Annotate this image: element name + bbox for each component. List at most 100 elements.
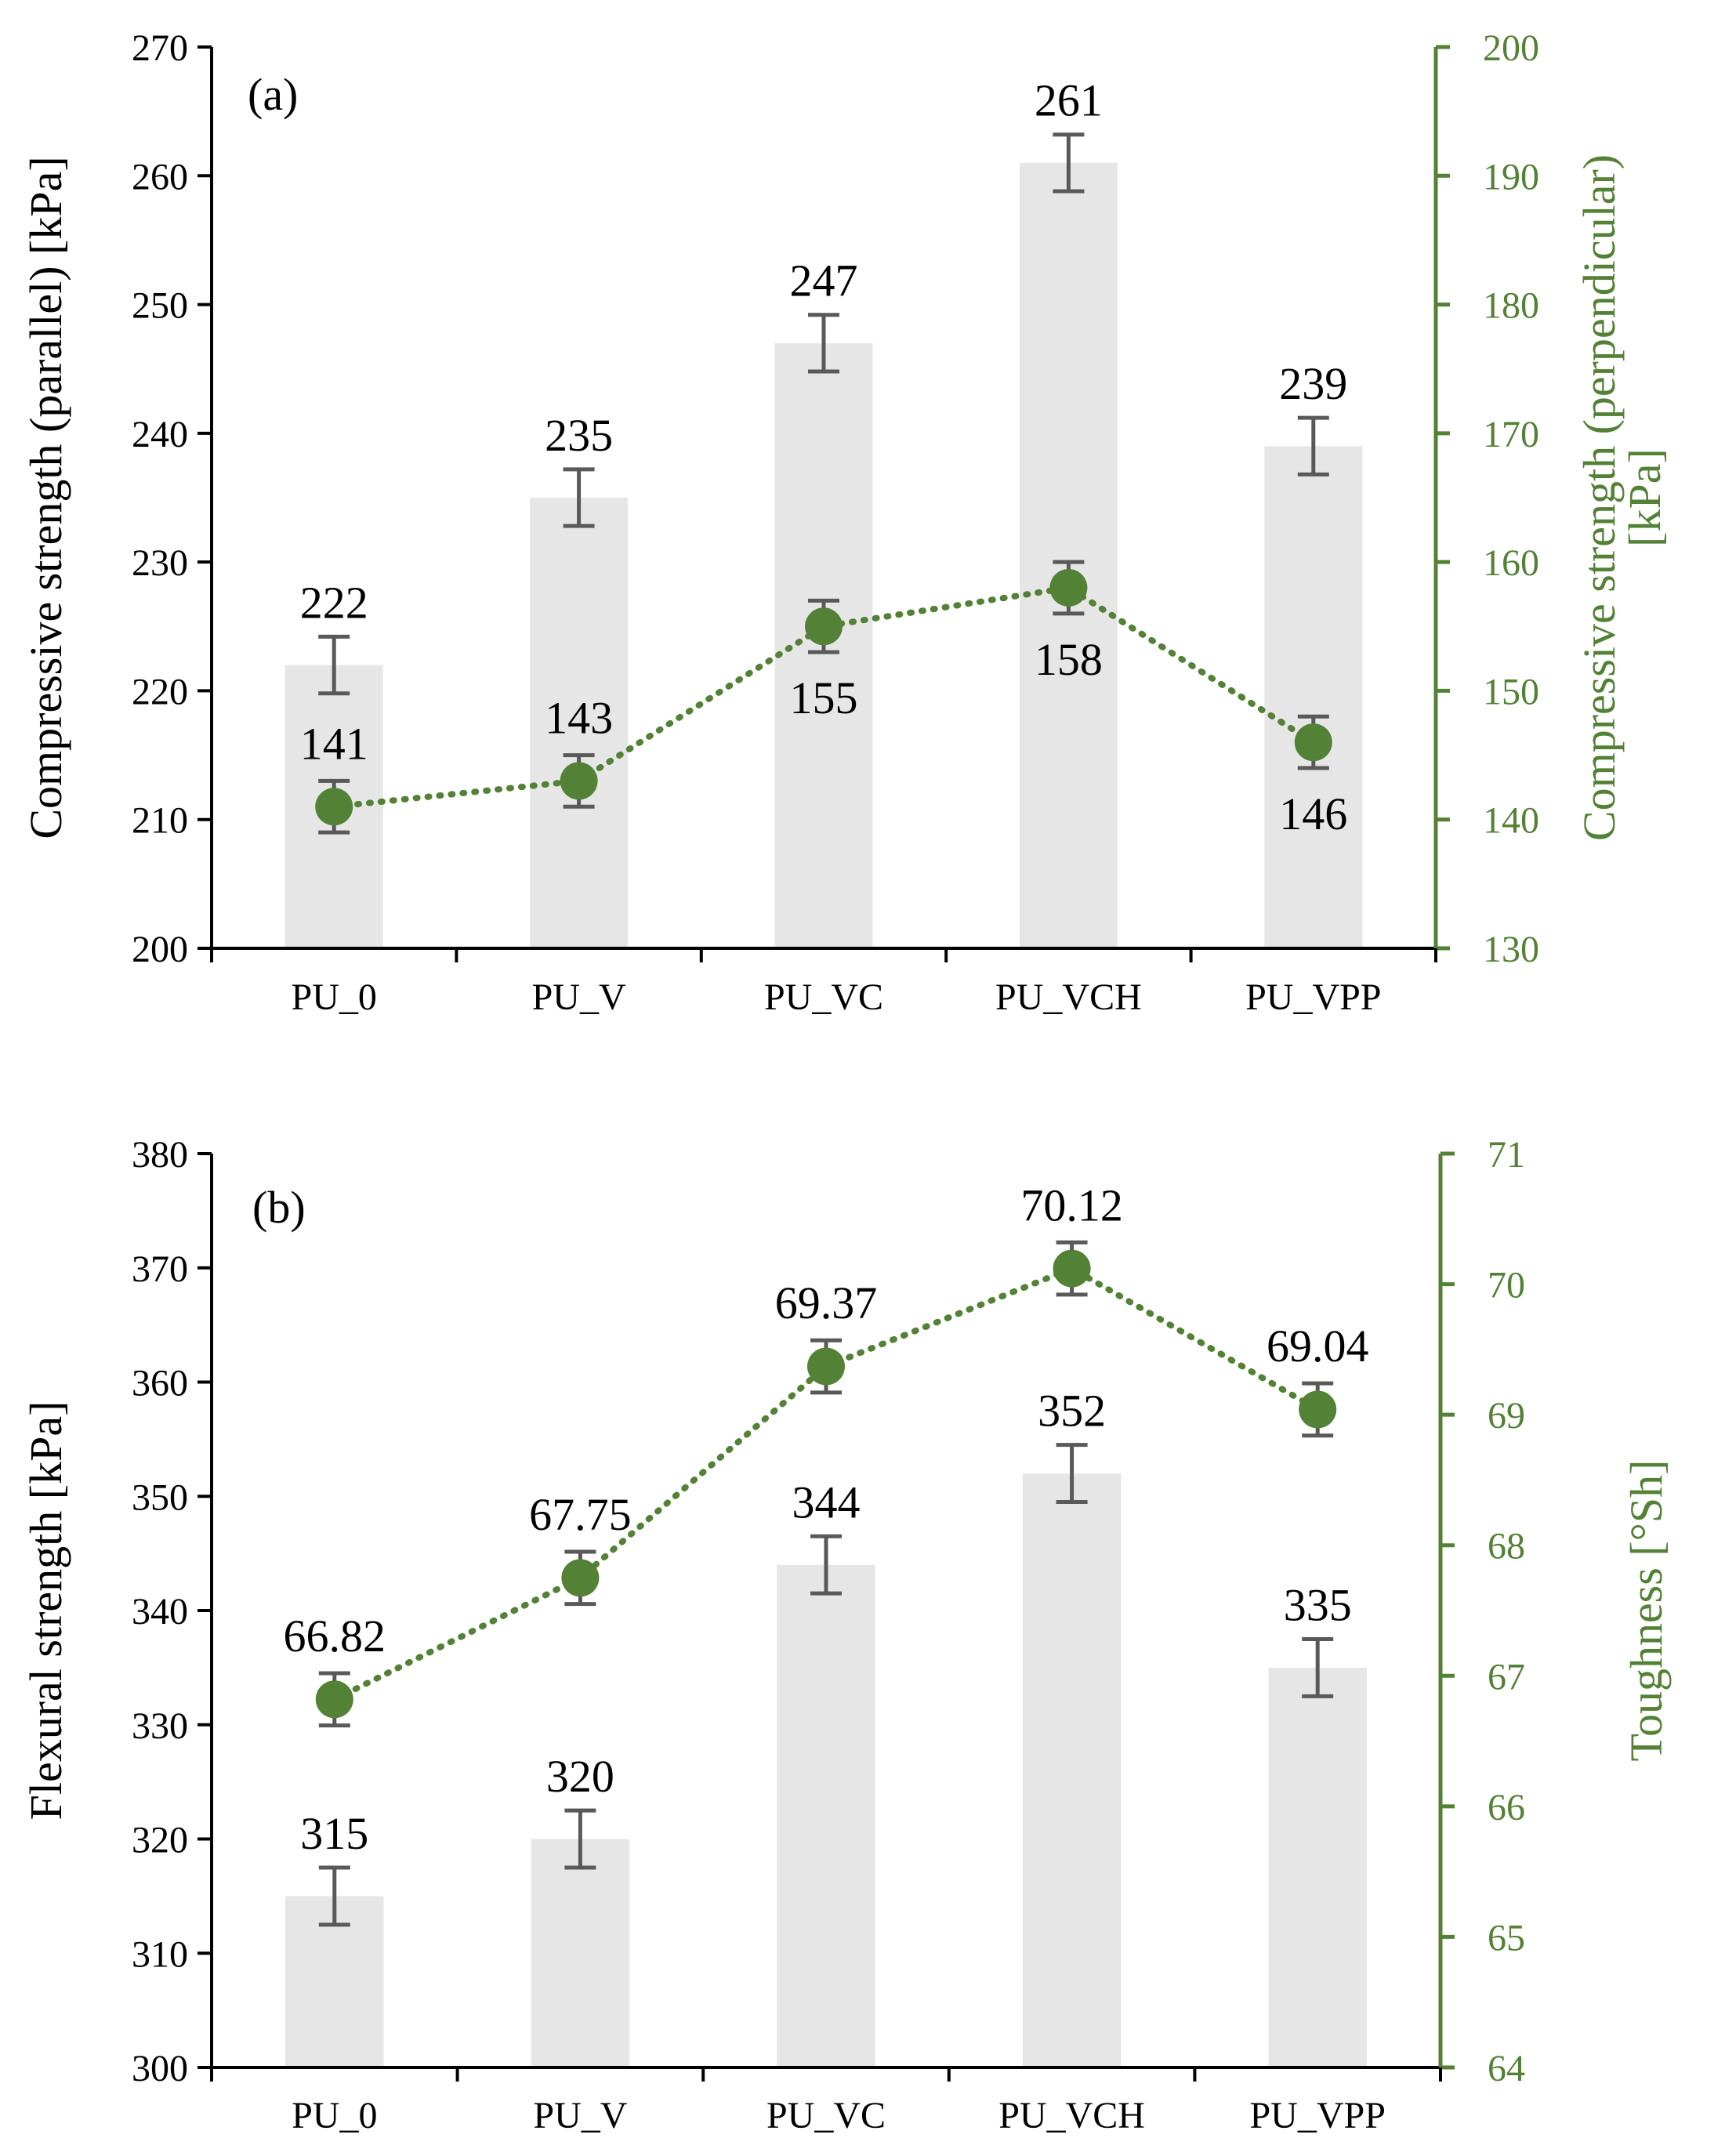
y2-tick-label: 200 (1483, 27, 1539, 69)
bar-error-bar (810, 1534, 842, 1596)
x-category-label: PU_0 (292, 977, 377, 1018)
y-tick-label: 360 (132, 1363, 188, 1404)
y-tick-label: 230 (132, 542, 188, 584)
y-tick-label: 270 (132, 27, 188, 69)
y2-tick-label: 170 (1483, 414, 1539, 455)
y2-tick-label: 71 (1488, 1134, 1525, 1176)
point-value-label: 69.37 (775, 1277, 878, 1328)
panel-b: 315 320 344 352 335 66.82 67.75 69.37 70.12 69.04… (20, 1134, 1672, 2136)
line-point-pu_vch (1053, 1249, 1091, 1288)
y2-axis-title: Compressive strength (perpendicular) (1574, 154, 1625, 841)
y2-tick-label: 180 (1483, 285, 1539, 327)
point-value-label: 155 (790, 672, 858, 723)
bar-value-label: 344 (792, 1477, 861, 1527)
point-value-label: 67.75 (529, 1489, 632, 1540)
y-tick-label: 380 (132, 1134, 188, 1176)
y-tick-label: 200 (132, 929, 188, 970)
y-tick-label: 240 (132, 414, 188, 455)
point-value-label: 143 (545, 693, 613, 744)
y-axis-title: Compressive strength (parallel) [kPa] (20, 156, 71, 839)
bar-error-bar (1056, 1443, 1088, 1505)
bar-pu_v (530, 498, 629, 948)
x-category-label: PU_VC (766, 2095, 886, 2136)
panel-tag-label: (b) (252, 1182, 306, 1233)
x-category-label: PU_V (532, 977, 626, 1018)
bar-value-label: 247 (790, 255, 858, 306)
y-tick-label: 330 (132, 1705, 188, 1747)
x-category-label: PU_VPP (1245, 977, 1381, 1018)
line-series-path (331, 584, 1317, 810)
y-tick-label: 220 (132, 671, 188, 712)
y2-tick-label: 70 (1488, 1265, 1525, 1306)
y-tick-label: 350 (132, 1477, 188, 1518)
y2-tick-label: 160 (1483, 542, 1539, 584)
bar-pu_v (531, 1839, 630, 2067)
bar-error-bar (1297, 415, 1329, 476)
line-point-pu_vch (1049, 569, 1088, 607)
point-value-label: 141 (300, 718, 368, 769)
line-point-pu_v (560, 762, 598, 800)
bar-pu_vpp (1264, 446, 1363, 948)
x-category-label: PU_VPP (1249, 2095, 1385, 2136)
panel-a: 222 235 247 261 239 141 143 155 158 146 200 210 220 2… (20, 27, 1670, 1018)
bar-value-label: 261 (1035, 75, 1103, 126)
bar-error-bar (563, 467, 595, 528)
line-point-pu_v (561, 1559, 600, 1597)
line-point-pu_vc (805, 607, 843, 646)
bar-value-label: 320 (546, 1751, 614, 1802)
bar-error-bar (808, 313, 839, 374)
y-tick-label: 300 (132, 2048, 188, 2089)
bar-pu_vch (1022, 1473, 1122, 2067)
y-tick-label: 340 (132, 1591, 188, 1632)
bar-error-bar (1053, 132, 1085, 194)
y-tick-label: 370 (132, 1248, 188, 1290)
y2-tick-label: 130 (1483, 929, 1539, 970)
y-tick-label: 260 (132, 156, 188, 197)
point-value-label: 158 (1035, 634, 1103, 685)
point-value-label: 146 (1279, 788, 1347, 839)
y2-axis-title: Toughness [°Sh] (1621, 1460, 1672, 1762)
x-category-label: PU_VCH (995, 977, 1142, 1018)
bar-error-bar (564, 1808, 596, 1870)
point-value-label: 70.12 (1020, 1179, 1123, 1230)
x-category-label: PU_VCH (998, 2095, 1145, 2136)
bar-value-label: 235 (545, 410, 613, 461)
x-category-label: PU_VC (764, 977, 883, 1018)
point-value-label: 69.04 (1267, 1321, 1369, 1372)
line-point-pu_0 (315, 1680, 353, 1719)
y-tick-label: 320 (132, 1820, 188, 1861)
y2-tick-label: 190 (1483, 156, 1539, 197)
line-point-pu_0 (315, 788, 353, 826)
y2-tick-label: 150 (1483, 671, 1539, 712)
y2-tick-label: 67 (1488, 1656, 1525, 1698)
line-point-pu_vc (807, 1347, 845, 1386)
bar-error-bar (1302, 1636, 1334, 1698)
bar-pu_vc (777, 1564, 875, 2067)
bar-value-label: 222 (300, 577, 368, 628)
bar-value-label: 352 (1038, 1386, 1106, 1437)
y2-tick-label: 66 (1488, 1787, 1525, 1828)
bar-pu_vch (1019, 162, 1118, 948)
y-tick-label: 210 (132, 800, 188, 842)
point-value-label: 66.82 (284, 1611, 386, 1661)
y2-tick-label: 140 (1483, 800, 1539, 842)
bar-pu_vpp (1268, 1667, 1367, 2067)
bar-value-label: 315 (300, 1808, 368, 1859)
y2-tick-label: 64 (1488, 2048, 1525, 2089)
y-axis-title: Flexural strength [kPa] (20, 1401, 71, 1821)
panel-tag-label: (a) (248, 69, 298, 120)
line-point-pu_vpp (1299, 1390, 1337, 1429)
bar-value-label: 239 (1279, 358, 1347, 409)
bar-error-bar (318, 634, 350, 696)
y2-tick-label: 69 (1488, 1395, 1525, 1437)
bar-value-label: 335 (1284, 1579, 1352, 1630)
y-tick-label: 310 (132, 1933, 188, 1975)
y-tick-label: 250 (132, 285, 188, 327)
x-category-label: PU_V (533, 2095, 627, 2136)
bar-error-bar (318, 1865, 350, 1927)
y2-tick-label: 68 (1488, 1526, 1525, 1567)
y2-tick-label: 65 (1488, 1917, 1525, 1959)
line-point-pu_vpp (1294, 723, 1332, 762)
x-category-label: PU_0 (292, 2095, 377, 2136)
